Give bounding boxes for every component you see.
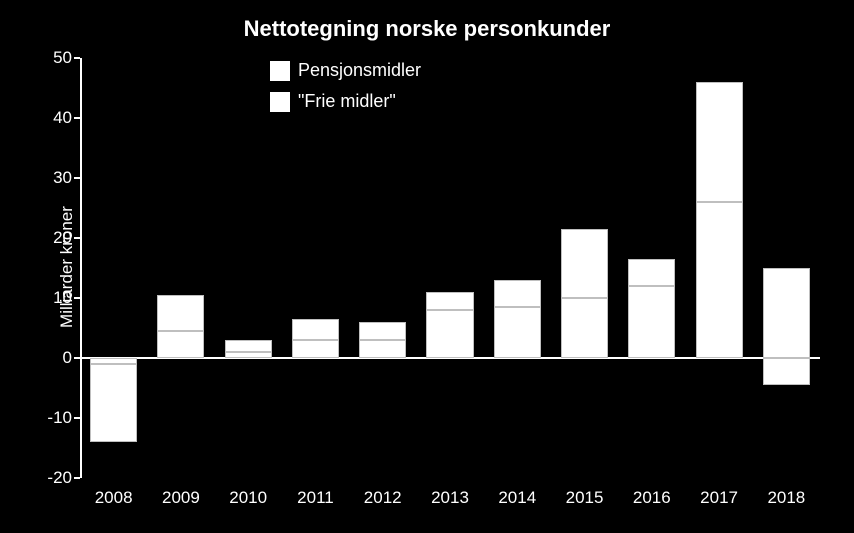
- bars-area: [80, 58, 820, 478]
- xtick-label: 2012: [364, 488, 402, 508]
- bar-segment-frie-midler: [561, 229, 608, 298]
- ytick-mark: [74, 297, 80, 299]
- bar-segment-frie-midler: [696, 82, 743, 202]
- bar-group: [426, 58, 473, 478]
- legend-label: "Frie midler": [298, 91, 396, 112]
- bar-segment-frie-midler: [292, 319, 339, 340]
- plot-area: -20-100102030405020082009201020112012201…: [80, 58, 820, 478]
- xtick-label: 2009: [162, 488, 200, 508]
- ytick-label: 20: [32, 228, 72, 248]
- ytick-label: 50: [32, 48, 72, 68]
- ytick-mark: [74, 57, 80, 59]
- bar-group: [225, 58, 272, 478]
- ytick-mark: [74, 117, 80, 119]
- xtick-label: 2008: [95, 488, 133, 508]
- bar-group: [561, 58, 608, 478]
- bar-segment-frie-midler: [359, 322, 406, 340]
- bar-group: [494, 58, 541, 478]
- bar-segment-frie-midler: [426, 292, 473, 310]
- ytick-label: -20: [32, 468, 72, 488]
- bar-segment-pensjonsmidler: [696, 202, 743, 358]
- ytick-label: 0: [32, 348, 72, 368]
- ytick-label: 10: [32, 288, 72, 308]
- ytick-mark: [74, 357, 80, 359]
- bar-group: [157, 58, 204, 478]
- bar-segment-pensjonsmidler: [494, 307, 541, 358]
- bar-segment-frie-midler: [494, 280, 541, 307]
- legend-item: "Frie midler": [270, 91, 421, 112]
- bar-segment-pensjonsmidler: [225, 352, 272, 358]
- legend-label: Pensjonsmidler: [298, 60, 421, 81]
- ytick-mark: [74, 237, 80, 239]
- y-axis-label: Milliarder kroner: [57, 206, 77, 328]
- ytick-label: 40: [32, 108, 72, 128]
- legend-swatch: [270, 61, 290, 81]
- bar-segment-pensjonsmidler: [292, 340, 339, 358]
- bar-group: [90, 58, 137, 478]
- bar-segment-pensjonsmidler: [628, 286, 675, 358]
- ytick-label: 30: [32, 168, 72, 188]
- ytick-mark: [74, 417, 80, 419]
- xtick-label: 2014: [498, 488, 536, 508]
- legend-item: Pensjonsmidler: [270, 60, 421, 81]
- legend-swatch: [270, 92, 290, 112]
- bar-segment-frie-midler: [763, 358, 810, 385]
- xtick-label: 2010: [229, 488, 267, 508]
- xtick-label: 2016: [633, 488, 671, 508]
- bar-segment-frie-midler: [225, 340, 272, 352]
- bar-group: [696, 58, 743, 478]
- bar-group: [763, 58, 810, 478]
- legend: Pensjonsmidler "Frie midler": [270, 60, 421, 122]
- bar-segment-pensjonsmidler: [763, 268, 810, 358]
- xtick-label: 2011: [297, 488, 334, 508]
- bar-segment-frie-midler: [157, 295, 204, 331]
- bar-segment-frie-midler: [628, 259, 675, 286]
- bar-segment-pensjonsmidler: [426, 310, 473, 358]
- chart-container: Nettotegning norske personkunder Milliar…: [0, 0, 854, 533]
- ytick-mark: [74, 177, 80, 179]
- bar-segment-frie-midler: [90, 364, 137, 442]
- bar-group: [628, 58, 675, 478]
- xtick-label: 2015: [566, 488, 604, 508]
- bar-segment-pensjonsmidler: [561, 298, 608, 358]
- chart-title: Nettotegning norske personkunder: [0, 16, 854, 42]
- ytick-mark: [74, 477, 80, 479]
- xtick-label: 2013: [431, 488, 469, 508]
- ytick-label: -10: [32, 408, 72, 428]
- bar-segment-pensjonsmidler: [359, 340, 406, 358]
- xtick-label: 2017: [700, 488, 738, 508]
- xtick-label: 2018: [767, 488, 805, 508]
- bar-segment-pensjonsmidler: [157, 331, 204, 358]
